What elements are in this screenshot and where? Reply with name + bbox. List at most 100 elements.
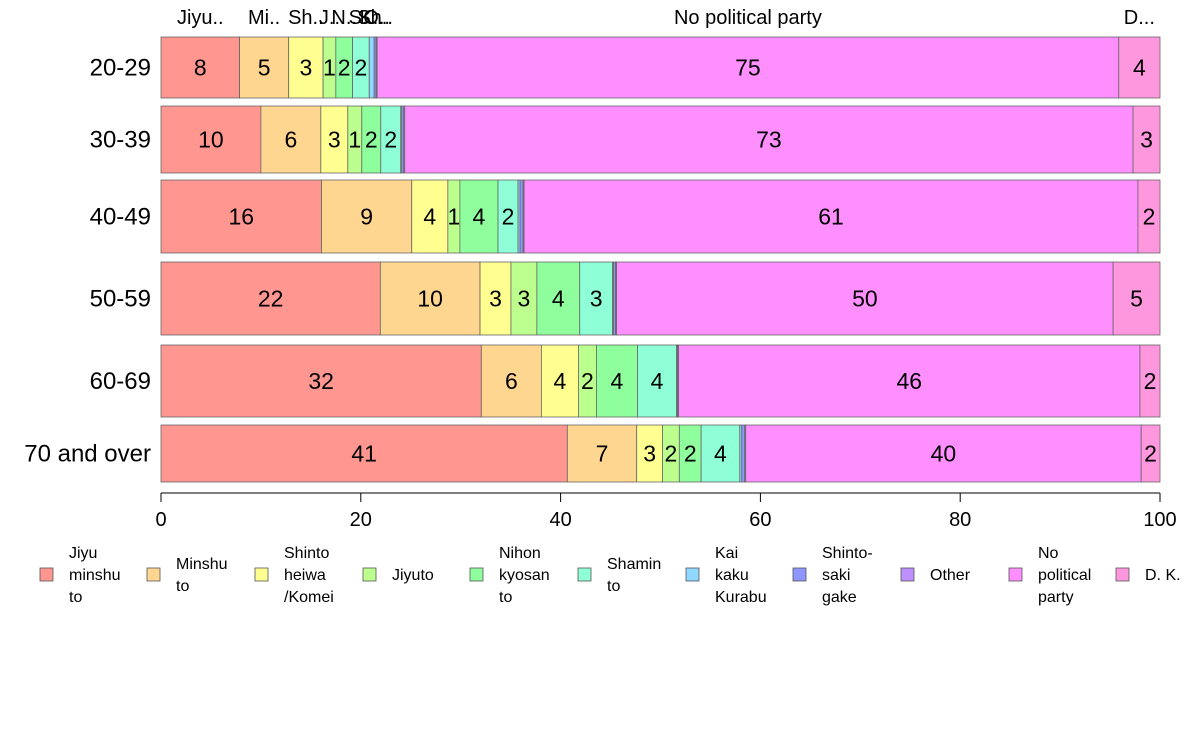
- bar-jiyu-minshu-to-40-49: [160, 179, 322, 254]
- bar-shinto-saki-gake-40-49: [519, 179, 524, 254]
- bar-label-nihon-kyosan-to-50-59: 4: [552, 286, 565, 312]
- bar-label-no-political-party-70-and-over: 40: [931, 441, 957, 467]
- bar-label-jiyu-minshu-to-40-49: 16: [228, 204, 254, 230]
- legend-swatch: [1115, 567, 1130, 582]
- top-label-jiyu-minshu-to: Jiyu..: [177, 7, 224, 29]
- bar-label-jiyuto-70-and-over: 2: [665, 441, 678, 467]
- bar-value-labels: 8 5 3 1 2 2 75 410 6 3 1 2 2 73 316 9 4 1 4 2 61 222 10 3 3 4 3 50 5…: [194, 55, 1157, 467]
- bar-jiyu-minshu-to-70-and-over: [160, 424, 568, 483]
- legend-item-shinto-heiwa-komei: Shinto heiwa/Komei: [254, 545, 334, 606]
- bar-label-nihon-kyosan-to-20-29: 2: [338, 55, 351, 81]
- bar-label-no-political-party-20-29: 75: [735, 55, 761, 81]
- legend-label-line: kyosan: [499, 567, 550, 584]
- bar-label-shamin-to-20-29: 2: [355, 55, 368, 81]
- bar-label-jiyu-minshu-to-30-39: 10: [198, 127, 224, 153]
- bar-kai-kaku-kurabu-20-29: [368, 36, 375, 99]
- bar-label-no-political-party-40-49: 61: [818, 204, 844, 230]
- bars-area: [160, 36, 1161, 483]
- top-series-labels: Jiyu.. Mi.. Sh..J..N..S..K..Sh..O.. No poli…: [177, 7, 1155, 29]
- bar-label-shinto-heiwa-komei-60-69: 4: [554, 368, 567, 394]
- bar-label-minshu-to-50-59: 10: [417, 286, 443, 312]
- top-label-shamin-to: S..: [349, 7, 373, 29]
- bar-shinto-heiwa-komei-60-69: [540, 344, 579, 418]
- bar-label-shamin-to-50-59: 3: [590, 286, 603, 312]
- legend-item-minshu-to: Minshu to: [146, 556, 228, 595]
- bar-minshu-to-70-and-over: [566, 424, 638, 483]
- legend-item-d-k: D. K.: [1115, 567, 1181, 584]
- x-tick-label: 40: [549, 509, 571, 531]
- legend-label-line: /Komei: [284, 589, 334, 606]
- y-label-30-39: 30-39: [90, 127, 151, 154]
- y-label-20-29: 20-29: [90, 55, 151, 82]
- top-label-nihon-kyosan-to: N..: [331, 7, 357, 29]
- bar-label-jiyu-minshu-to-60-69: 32: [308, 368, 334, 394]
- bar-shamin-to-50-59: [579, 261, 614, 336]
- legend-item-kai-kaku-kurabu: Kai kaku Kurabu: [685, 545, 767, 606]
- bar-jiyuto-50-59: [510, 261, 538, 336]
- legend-label-line: gake: [822, 589, 857, 606]
- legend-label-line: Kurabu: [715, 589, 767, 606]
- legend-swatch: [146, 567, 161, 582]
- legend-item-nihon-kyosan-to: Nihon kyosan to: [469, 545, 550, 606]
- legend-label-line: to: [176, 578, 189, 595]
- bar-shamin-to-60-69: [637, 344, 677, 418]
- x-tick-label: 60: [749, 509, 771, 531]
- bar-no-political-party-50-59: [616, 261, 1114, 336]
- y-label-50-59: 50-59: [90, 286, 151, 313]
- bar-nihon-kyosan-to-40-49: [459, 179, 499, 254]
- legend-swatch: [685, 567, 700, 582]
- legend-swatch: [1008, 567, 1023, 582]
- bar-label-shamin-to-30-39: 2: [384, 127, 397, 153]
- bar-label-shinto-heiwa-komei-20-29: 3: [299, 55, 312, 81]
- bar-shinto-heiwa-komei-20-29: [288, 36, 324, 99]
- legend-item-no-political-party: No political party: [1008, 545, 1091, 606]
- top-label-kai-kaku-kurabu: K..: [359, 7, 383, 29]
- legend-label-line: Shamin: [607, 556, 661, 573]
- bar-label-shinto-heiwa-komei-50-59: 3: [489, 286, 502, 312]
- legend-item-shinto-saki-gake: Shinto-saki gake: [792, 545, 873, 606]
- bar-label-jiyu-minshu-to-50-59: 22: [258, 286, 284, 312]
- bar-label-jiyuto-60-69: 2: [581, 368, 594, 394]
- bar-label-no-political-party-50-59: 50: [852, 286, 878, 312]
- legend-swatch: [39, 567, 54, 582]
- bar-minshu-to-50-59: [379, 261, 481, 336]
- legend-label-line: Jiyu: [69, 545, 97, 562]
- bar-nihon-kyosan-to-50-59: [536, 261, 581, 336]
- legend-label-line: to: [607, 578, 620, 595]
- bar-label-nihon-kyosan-to-30-39: 2: [365, 127, 378, 153]
- bar-label-no-political-party-30-39: 73: [756, 127, 782, 153]
- bar-d-k-30-39: [1132, 105, 1161, 174]
- legend-label-line: party: [1038, 589, 1074, 606]
- bar-label-jiyuto-30-39: 1: [348, 127, 361, 153]
- bar-label-jiyu-minshu-to-70-and-over: 41: [351, 441, 377, 467]
- legend-item-other: Other: [900, 567, 971, 584]
- bar-minshu-to-30-39: [260, 105, 322, 174]
- bar-label-shamin-to-70-and-over: 4: [714, 441, 727, 467]
- bar-label-no-political-party-60-69: 46: [896, 368, 922, 394]
- legend-label-line: minshu: [69, 567, 121, 584]
- bar-d-k-50-59: [1112, 261, 1161, 336]
- legend-item-shamin-to: Shamin to: [577, 556, 661, 595]
- bar-minshu-to-60-69: [480, 344, 542, 418]
- bar-label-nihon-kyosan-to-70-and-over: 2: [684, 441, 697, 467]
- legend-label-line: Minshu: [176, 556, 228, 573]
- bar-label-jiyu-minshu-to-20-29: 8: [194, 55, 207, 81]
- bar-shamin-to-70-and-over: [700, 424, 741, 483]
- bar-label-minshu-to-70-and-over: 7: [596, 441, 609, 467]
- legend-swatch: [900, 567, 915, 582]
- legend-item-jiyuto: Jiyuto: [362, 567, 434, 584]
- legend-label-line: Shinto-: [822, 545, 873, 562]
- legend-swatch: [792, 567, 807, 582]
- legend-label-line: to: [499, 589, 512, 606]
- bar-d-k-40-49: [1137, 179, 1161, 254]
- legend-label-line: D. K.: [1145, 567, 1181, 584]
- x-tick-label: 100: [1143, 509, 1176, 531]
- legend-swatch: [362, 567, 377, 582]
- bar-label-shinto-heiwa-komei-40-49: 4: [423, 204, 436, 230]
- top-label-minshu-to: Mi..: [248, 7, 280, 29]
- y-label-40-49: 40-49: [90, 204, 151, 231]
- legend-swatch: [254, 567, 269, 582]
- bar-label-jiyuto-20-29: 1: [323, 55, 336, 81]
- bar-shinto-saki-gake-70-and-over: [741, 424, 746, 483]
- bar-jiyu-minshu-to-30-39: [160, 105, 262, 174]
